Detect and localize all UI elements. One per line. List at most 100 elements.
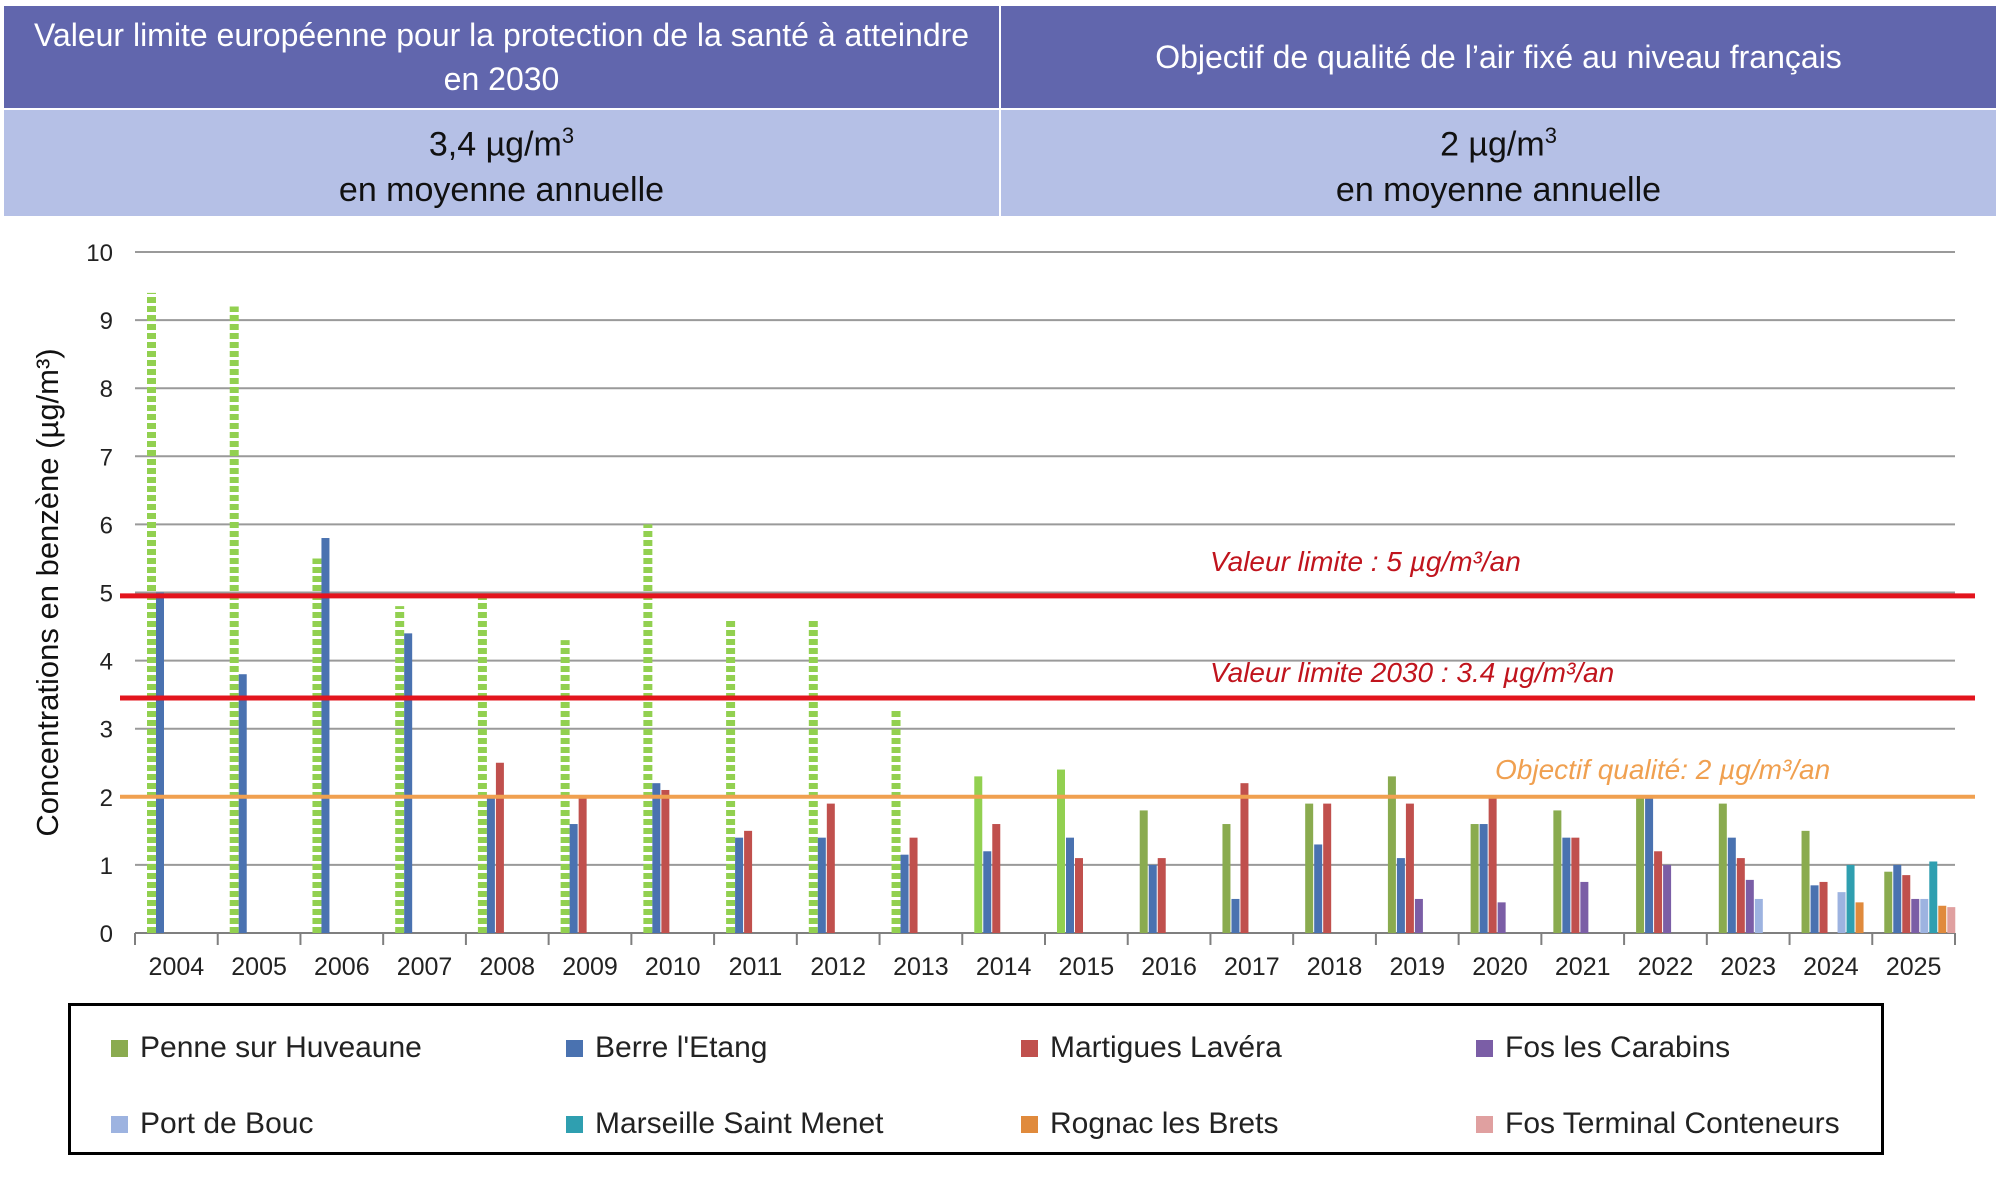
reference-line-label: Valeur limite 2030 : 3.4 µg/m³/an: [1210, 657, 1614, 688]
bar: [909, 837, 918, 933]
x-tick-label: 2017: [1224, 953, 1280, 981]
chart-legend: Penne sur Huveaune Berre l'Etang Martigues…: [68, 1003, 1884, 1155]
bar: [1745, 879, 1754, 933]
bar: [744, 830, 753, 933]
bar: [569, 824, 578, 933]
bar: [1488, 796, 1497, 933]
bar: [156, 592, 164, 933]
legend-label: Marseille Saint Menet: [595, 1107, 884, 1140]
legend-label: Martigues Lavéra: [1050, 1031, 1282, 1064]
limit-values-table: Valeur limite européenne pour la protect…: [2, 4, 1998, 218]
bar: [1222, 824, 1231, 933]
x-tick-label: 2016: [1141, 953, 1197, 981]
reference-line-label: Objectif qualité: 2 µg/m³/an: [1495, 754, 1830, 785]
bar: [1929, 861, 1938, 933]
legend-swatch: [111, 1115, 128, 1133]
x-tick-label: 2009: [562, 953, 618, 981]
eu-limit-value-cell: 3,4 µg/m3 en moyenne annuelle: [2, 108, 1001, 218]
fr-objective-value: 2 µg/m3: [1440, 122, 1557, 164]
x-tick-label: 2018: [1307, 953, 1363, 981]
bar: [900, 854, 909, 933]
legend-item: Penne sur Huveaune: [111, 1028, 422, 1068]
bar: [1414, 898, 1423, 933]
bar: [1231, 898, 1240, 933]
legend-swatch: [566, 1115, 583, 1133]
legend-item: Fos Terminal Conteneurs: [1476, 1104, 1840, 1144]
eu-limit-value: 3,4 µg/m3: [428, 122, 575, 164]
bar: [1580, 881, 1589, 933]
legend-swatch: [1021, 1039, 1038, 1057]
bar: [661, 789, 670, 933]
legend-item: Marseille Saint Menet: [566, 1104, 883, 1144]
bar: [1654, 851, 1663, 933]
x-tick-label: 2005: [231, 953, 287, 981]
y-tick-label: 3: [100, 717, 113, 744]
x-tick-label: 2007: [397, 953, 453, 981]
legend-item: Berre l'Etang: [566, 1028, 768, 1068]
bar: [1075, 858, 1083, 933]
legend-swatch: [566, 1039, 583, 1057]
bar: [1479, 824, 1488, 933]
x-tick-label: 2015: [1059, 953, 1115, 981]
x-tick-label: 2020: [1472, 953, 1528, 981]
legend-swatch: [1021, 1115, 1038, 1133]
y-tick-label: 9: [100, 308, 113, 335]
bar: [404, 633, 413, 933]
bar: [1938, 905, 1947, 933]
x-tick-label: 2008: [479, 953, 535, 981]
bar: [1920, 898, 1929, 933]
bar: [1066, 837, 1074, 933]
x-tick-label: 2013: [893, 953, 949, 981]
x-tick-label: 2014: [976, 953, 1032, 981]
benzene-bar-chart: 0 1 2 3 4 5 6 7 8 9 10 2004 2005 2006 2007 2008 2009 2010…: [30, 240, 1975, 981]
bar: [974, 776, 983, 933]
bar: [1497, 902, 1506, 933]
legend-swatch: [1476, 1039, 1493, 1057]
fr-objective-period: en moyenne annuelle: [1335, 171, 1662, 210]
bar: [1057, 769, 1065, 933]
bar: [1663, 864, 1672, 933]
eu-limit-heading: Valeur limite européenne pour la protect…: [2, 4, 1001, 110]
bar: [321, 538, 330, 933]
bar: [1148, 864, 1157, 933]
bar: [1801, 830, 1810, 933]
bar: [826, 803, 835, 933]
bar: [1571, 837, 1580, 933]
bar: [1396, 858, 1405, 933]
bar: [1893, 864, 1902, 933]
bar: [1562, 837, 1571, 933]
bar: [1846, 864, 1855, 933]
bar: [1157, 858, 1166, 933]
legend-swatch: [1476, 1115, 1493, 1133]
y-tick-label: 6: [100, 512, 113, 539]
bar: [992, 824, 1001, 933]
legend-item: Martigues Lavéra: [1021, 1028, 1282, 1068]
bar: [1240, 783, 1249, 933]
bar: [1727, 837, 1736, 933]
fr-objective-heading: Objectif de qualité de l’air fixé au niv…: [999, 4, 1998, 110]
bar: [1305, 803, 1314, 933]
y-tick-label: 2: [100, 785, 113, 812]
legend-swatch: [111, 1039, 128, 1057]
bar: [1884, 871, 1893, 933]
legend-label: Port de Bouc: [140, 1107, 314, 1140]
legend-label: Fos Terminal Conteneurs: [1505, 1107, 1840, 1140]
bar: [1736, 858, 1745, 933]
x-tick-label: 2024: [1803, 953, 1859, 981]
y-tick-label: 10: [86, 240, 113, 267]
bar: [1718, 803, 1727, 933]
legend-label: Rognac les Brets: [1050, 1107, 1279, 1140]
x-tick-label: 2012: [810, 953, 866, 981]
bar: [1553, 810, 1562, 933]
bar: [983, 851, 992, 933]
reference-line-label: Valeur limite : 5 µg/m³/an: [1210, 546, 1521, 577]
y-axis-label: Concentrations en benzène (µg/m³): [30, 348, 65, 836]
eu-limit-period: en moyenne annuelle: [338, 171, 665, 210]
bar: [1837, 892, 1846, 933]
bar: [578, 796, 587, 933]
bar: [1810, 885, 1819, 933]
x-tick-label: 2021: [1555, 953, 1611, 981]
legend-label: Penne sur Huveaune: [140, 1031, 422, 1064]
y-tick-label: 0: [100, 921, 113, 948]
legend-label: Fos les Carabins: [1505, 1031, 1731, 1064]
